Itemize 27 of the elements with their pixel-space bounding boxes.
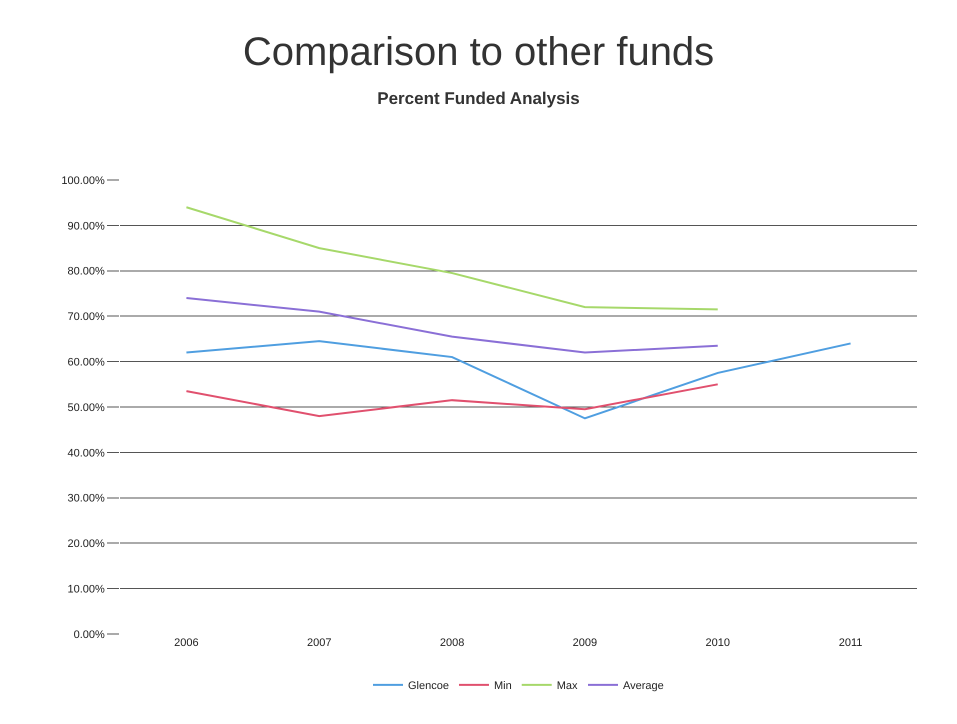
chart-title: Comparison to other funds: [242, 30, 714, 74]
y-tick-label: 40.00%: [67, 447, 106, 460]
y-tick-label: 90.00%: [67, 220, 106, 232]
y-tick-label: 50.00%: [67, 402, 106, 414]
x-tick-label: 2009: [572, 637, 598, 649]
y-tick-label: 60.00%: [67, 356, 106, 368]
y-tick-label: 100.00%: [61, 174, 106, 187]
x-tick-label: 2008: [440, 637, 464, 649]
x-tick-label: 2006: [174, 637, 199, 649]
y-tick-label: 70.00%: [67, 311, 106, 324]
y-tick-label: 0.00%: [74, 628, 106, 641]
y-tick-label: 80.00%: [67, 266, 106, 278]
legend-label: Min: [494, 680, 512, 692]
line-series: [185, 383, 719, 418]
chart-subtitle: Percent Funded Analysis: [377, 89, 580, 108]
x-tick-label: 2007: [307, 637, 332, 649]
x-tick-label: 2010: [706, 637, 730, 649]
legend-label: Average: [623, 680, 664, 692]
line-series: [185, 297, 719, 354]
line-series: [185, 206, 719, 310]
legend-label: Glencoe: [408, 680, 449, 692]
line-series: [185, 340, 852, 420]
y-tick-label: 20.00%: [67, 538, 106, 550]
y-tick-label: 10.00%: [67, 583, 106, 596]
legend-label: Max: [556, 680, 578, 692]
y-tick-label: 30.00%: [67, 492, 106, 505]
x-tick-label: 2011: [838, 637, 862, 649]
